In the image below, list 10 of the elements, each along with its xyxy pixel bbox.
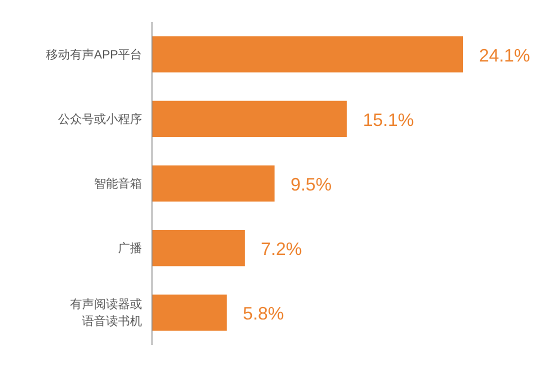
y-tick-label: 智能音箱 (94, 176, 142, 190)
data-label: 9.5% (290, 174, 332, 194)
data-label: 5.8% (242, 304, 284, 324)
data-label: 15.1% (362, 110, 414, 130)
data-label: 7.2% (260, 239, 302, 260)
data-label: 24.1% (479, 45, 530, 66)
y-tick-label: 公众号或小程序 (58, 112, 142, 126)
y-tick-label: 有声阅读器或语音读书机 (70, 297, 142, 328)
y-tick-label: 广播 (118, 241, 142, 256)
y-tick-label: 移动有声APP平台 (46, 47, 142, 62)
